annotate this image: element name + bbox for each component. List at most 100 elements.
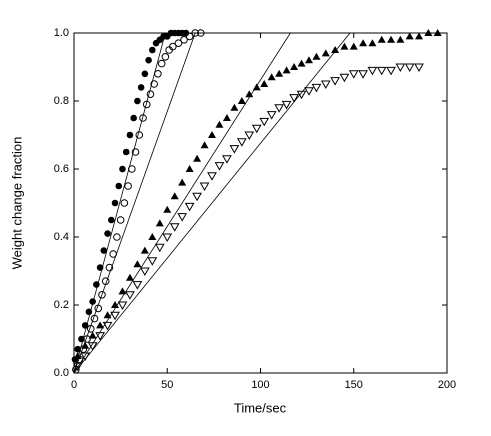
data-point	[125, 273, 134, 281]
data-point	[118, 287, 127, 295]
data-point	[259, 117, 270, 127]
data-point	[147, 257, 158, 266]
fit-line	[74, 33, 291, 373]
data-point	[184, 202, 195, 212]
data-point	[376, 66, 387, 76]
data-point	[124, 182, 132, 190]
x-axis-title: Time/sec	[234, 400, 287, 415]
data-point	[290, 63, 299, 70]
data-point	[244, 131, 255, 141]
x-tick-label: 100	[251, 379, 269, 391]
data-point	[169, 42, 177, 51]
data-point	[304, 56, 313, 64]
data-point	[275, 69, 284, 77]
data-point	[260, 80, 269, 87]
data-point	[185, 165, 194, 172]
data-point	[191, 29, 200, 37]
data-point	[98, 291, 106, 299]
data-point	[120, 199, 129, 207]
data-point	[282, 66, 291, 74]
data-point	[111, 199, 119, 207]
data-point	[237, 97, 246, 104]
data-point	[130, 114, 137, 122]
data-point	[215, 120, 224, 128]
data-point	[348, 70, 359, 79]
plot-frame	[73, 32, 448, 374]
data-point	[105, 263, 114, 272]
data-point	[116, 216, 125, 224]
data-point	[131, 148, 140, 156]
data-point	[141, 70, 149, 78]
data-point	[161, 53, 170, 61]
data-point	[180, 36, 188, 44]
fit-line	[74, 33, 196, 373]
data-point	[199, 182, 210, 192]
data-point	[155, 219, 164, 227]
data-point	[252, 83, 261, 91]
data-point	[162, 233, 173, 243]
data-point	[137, 84, 145, 91]
data-point	[331, 46, 340, 53]
data-point	[289, 94, 299, 103]
fit-line	[74, 33, 351, 373]
data-point	[236, 138, 247, 147]
fit-line	[74, 33, 166, 373]
data-point	[200, 141, 209, 149]
data-point	[133, 260, 142, 268]
data-point	[297, 59, 306, 67]
data-point	[405, 32, 414, 40]
data-point	[386, 66, 396, 76]
data-point	[208, 131, 217, 138]
data-point	[135, 131, 144, 139]
data-point	[170, 192, 179, 200]
data-point	[251, 124, 262, 134]
data-point	[117, 301, 128, 311]
data-point	[395, 63, 406, 73]
data-point	[134, 97, 141, 105]
data-point	[154, 243, 165, 253]
data-point	[396, 35, 405, 43]
x-tick-label: 50	[161, 379, 173, 391]
data-point	[108, 216, 115, 224]
data-point	[377, 35, 386, 43]
data-point	[192, 192, 202, 202]
data-point	[414, 63, 424, 73]
data-point	[111, 301, 120, 308]
data-point	[157, 59, 166, 68]
y-tick-label: 0.6	[54, 163, 69, 175]
data-point	[222, 114, 231, 121]
data-point	[119, 165, 126, 173]
data-point	[433, 29, 442, 36]
x-tick-label: 150	[345, 379, 363, 391]
data-point	[154, 70, 162, 78]
data-point	[359, 39, 368, 47]
data-point	[174, 39, 183, 48]
data-point	[197, 29, 205, 37]
data-point	[122, 148, 130, 156]
data-point	[89, 298, 96, 305]
data-point	[229, 145, 240, 154]
data-point	[245, 90, 254, 98]
data-point	[178, 178, 187, 186]
data-point	[274, 104, 285, 113]
data-point	[349, 42, 358, 50]
data-point	[182, 29, 190, 37]
data-point	[149, 46, 156, 54]
data-point	[312, 52, 321, 60]
y-axis-title: Weight change fraction	[9, 137, 24, 270]
data-point	[368, 39, 377, 47]
y-tick-label: 0.2	[54, 299, 69, 311]
data-point	[113, 233, 121, 241]
y-tick-label: 0.0	[54, 367, 69, 379]
data-point	[125, 291, 135, 300]
data-point	[222, 155, 232, 164]
data-point	[320, 80, 331, 90]
data-point	[339, 73, 350, 83]
data-point	[358, 70, 368, 79]
data-point	[304, 87, 314, 96]
data-point	[367, 66, 378, 76]
x-tick-label: 0	[71, 379, 77, 391]
data-point	[115, 182, 123, 190]
data-point	[214, 162, 225, 171]
